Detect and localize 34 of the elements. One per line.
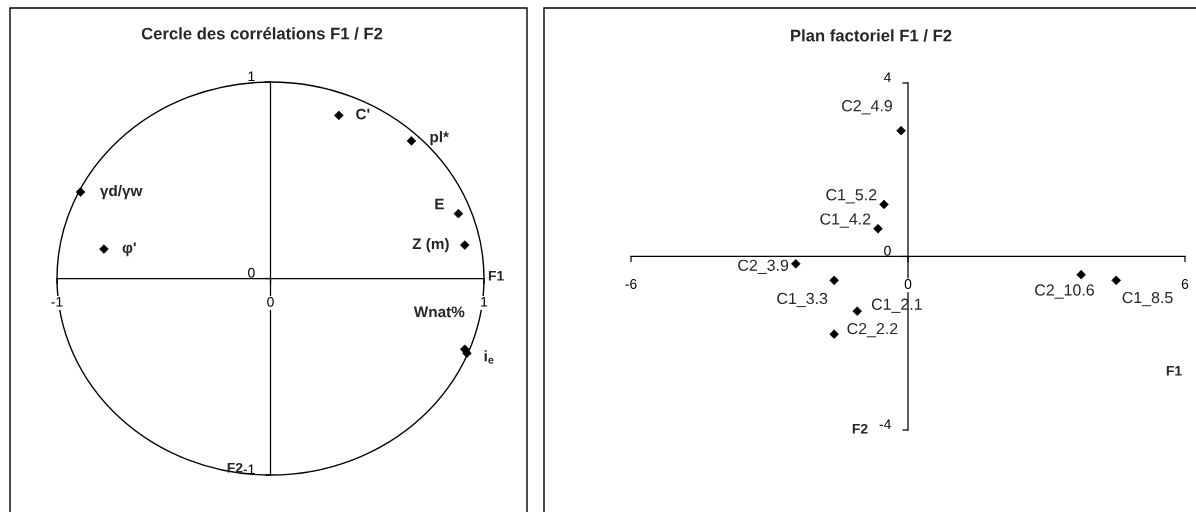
x-tick-label: 0 <box>267 296 274 307</box>
series-label: C2_10.6 <box>1035 284 1094 299</box>
x-axis-title: F1 <box>488 271 504 281</box>
series-label: C1_5.2 <box>826 189 877 204</box>
series-label: C1_3.3 <box>777 292 828 308</box>
series-label: C2_2.2 <box>847 322 898 338</box>
x-tick-label: -6 <box>625 279 637 289</box>
x-tick-label: 1 <box>481 297 488 307</box>
y-tick-label: -4 <box>879 419 891 430</box>
x-axis-title: F1 <box>1166 366 1182 376</box>
series-label: C1_4.2 <box>820 213 871 228</box>
series-label: φ' <box>122 242 136 257</box>
series-label: E <box>435 198 444 210</box>
series-label: C2_3.9 <box>738 259 789 274</box>
series-label: γd/γw <box>99 184 143 200</box>
y-tick-label: 0 <box>884 245 891 256</box>
series-label: Wnat% <box>413 306 465 318</box>
series-label: pl* <box>430 131 449 146</box>
y-axis-title: F2 <box>227 462 243 473</box>
y-tick-label: 4 <box>883 72 891 83</box>
series-label: i$_{e}$ <box>484 350 494 364</box>
x-tick-label: 6 <box>1181 279 1189 289</box>
chart-title: Cercle des corrélations F1 / F2 <box>141 27 383 40</box>
y-tick-label: 0 <box>248 267 255 278</box>
y-tick-label: 1 <box>248 71 255 82</box>
y-axis-title: F2 <box>852 423 868 434</box>
series-label: Z (m) <box>412 237 449 253</box>
y-tick-label: -1 <box>243 464 255 475</box>
series-label: C2_4.9 <box>842 100 892 115</box>
x-tick-label: -1 <box>51 297 63 307</box>
x-tick-label: 0 <box>904 279 912 289</box>
series-label: C' <box>356 108 370 120</box>
chart-title: Plan factoriel F1 / F2 <box>791 29 952 42</box>
series-label: C1_8.5 <box>1122 291 1173 307</box>
